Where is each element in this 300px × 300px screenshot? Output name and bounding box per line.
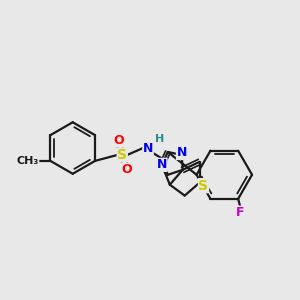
- Text: N: N: [157, 158, 167, 171]
- Text: H: H: [155, 134, 164, 144]
- Text: F: F: [236, 206, 244, 219]
- Text: S: S: [199, 179, 208, 193]
- Text: S: S: [117, 148, 127, 162]
- Text: N: N: [143, 142, 153, 154]
- Text: CH₃: CH₃: [16, 156, 39, 166]
- Text: O: O: [121, 163, 131, 176]
- Text: N: N: [176, 146, 187, 160]
- Text: O: O: [113, 134, 124, 147]
